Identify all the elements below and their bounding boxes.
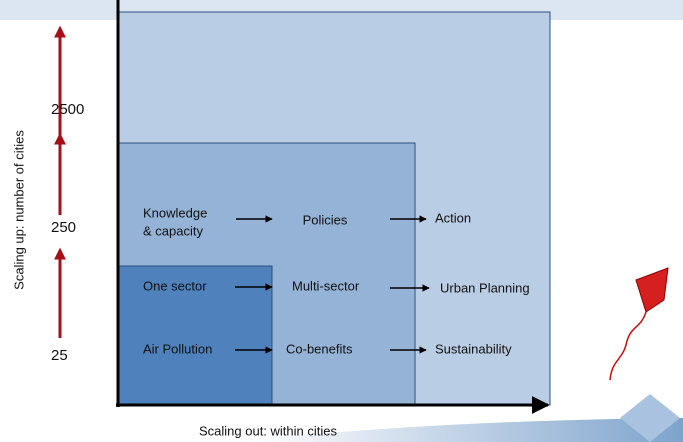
level-label: 250 bbox=[51, 219, 76, 236]
y-axis-label: Scaling up: number of cities bbox=[11, 130, 26, 290]
cell-label: Policies bbox=[303, 212, 348, 227]
diagram: Scaling up: number of cities 2500 250 25… bbox=[0, 0, 683, 442]
cell-label: Multi-sector bbox=[292, 278, 360, 293]
cell-label: One sector bbox=[143, 278, 207, 293]
level-label: 2500 bbox=[51, 101, 84, 118]
cell-label: Action bbox=[435, 210, 471, 225]
level-label: 25 bbox=[51, 347, 68, 364]
cell-label: Co-benefits bbox=[286, 341, 353, 356]
x-axis-label: Scaling out: within cities bbox=[199, 423, 338, 438]
cell-label: Urban Planning bbox=[440, 280, 530, 295]
kite bbox=[610, 268, 668, 380]
cell-label: & capacity bbox=[143, 223, 203, 238]
cell-label: Air Pollution bbox=[143, 341, 212, 356]
cell-label: Knowledge bbox=[143, 205, 207, 220]
cell-label: Sustainability bbox=[435, 341, 512, 356]
